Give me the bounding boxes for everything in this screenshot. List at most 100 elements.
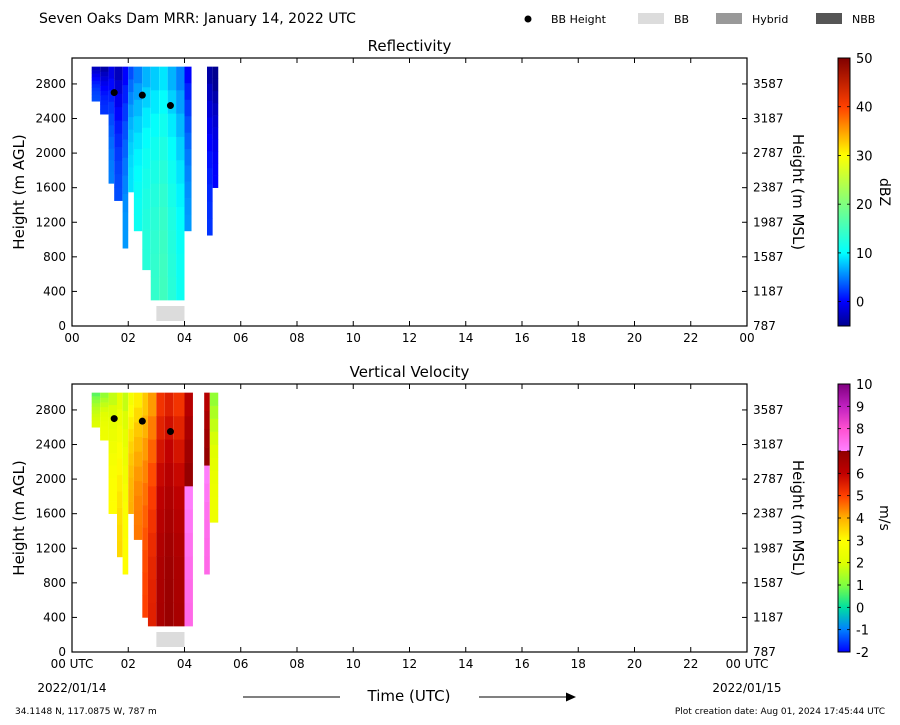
heatmap-cell xyxy=(147,509,157,533)
colorbar-tick-label: 10 xyxy=(856,247,873,262)
x-tick-label: 00 xyxy=(64,331,79,345)
heatmap-cell xyxy=(100,402,109,408)
heatmap-cell xyxy=(204,465,210,484)
y-tick-label: 1600 xyxy=(35,507,66,521)
heatmap-cell xyxy=(100,421,109,427)
heatmap-cell xyxy=(142,415,148,438)
heatmap-cell xyxy=(147,486,157,510)
heatmap-cell xyxy=(117,458,123,476)
heatmap-cell xyxy=(91,94,101,99)
heatmap-cell xyxy=(156,392,165,417)
legend-marker-dot xyxy=(524,15,532,23)
x-tick-label: 20 xyxy=(627,657,642,671)
colorbar-tick-label: 4 xyxy=(856,512,864,527)
heatmap-cell xyxy=(204,447,210,466)
heatmap-cell xyxy=(209,483,219,497)
heatmap-cell xyxy=(122,483,129,502)
heatmap-cell xyxy=(184,66,192,84)
heatmap-cell xyxy=(108,428,117,442)
y-tick-label: 2000 xyxy=(35,472,66,486)
y-right-tick-label: 3187 xyxy=(753,438,784,452)
heatmap-cell xyxy=(184,532,193,557)
heatmap-cell xyxy=(209,418,219,432)
heatmap-cell xyxy=(122,157,129,176)
panel-title: Vertical Velocity xyxy=(350,363,470,381)
heatmap-cell xyxy=(142,86,151,108)
location-text: 34.1148 N, 117.0875 W, 787 m xyxy=(15,707,157,717)
heatmap-cell xyxy=(122,175,129,195)
x-tick-label: 08 xyxy=(289,657,304,671)
heatmap-cell xyxy=(133,495,143,511)
heatmap-cell xyxy=(108,148,115,161)
heatmap-cell xyxy=(204,537,210,557)
heatmap-cell xyxy=(176,113,185,137)
heatmap-cell xyxy=(150,206,160,231)
heatmap-cell xyxy=(133,480,143,496)
colorbar xyxy=(837,57,851,327)
heatmap-cell xyxy=(108,453,117,466)
heatmap-cell xyxy=(167,89,177,114)
heatmap-cell xyxy=(100,90,109,96)
heatmap-cell xyxy=(159,206,168,231)
heatmap-cell xyxy=(150,89,160,114)
y-tick-label: 2400 xyxy=(35,438,66,452)
legend-label: NBB xyxy=(852,13,875,26)
y-tick-label: 2400 xyxy=(35,112,66,126)
colorbar-tick-label: 3 xyxy=(856,534,864,549)
colorbar-label: m/s xyxy=(876,505,892,531)
heatmap-cell xyxy=(184,132,192,150)
y-tick-label: 2800 xyxy=(35,403,66,417)
heatmap-cell xyxy=(114,160,123,175)
heatmap-cell xyxy=(128,141,134,155)
heatmap-cell xyxy=(128,66,134,80)
heatmap-cell xyxy=(159,136,168,161)
x-tick-label: 04 xyxy=(177,657,192,671)
y-right-axis-label: Height (m MSL) xyxy=(789,460,807,576)
heatmap-cell xyxy=(91,406,101,411)
heatmap-cell xyxy=(207,167,213,185)
y-right-tick-label: 1587 xyxy=(753,250,784,264)
heatmap-cell xyxy=(156,486,165,510)
heatmap-cell xyxy=(156,602,165,627)
heatmap-cell xyxy=(142,392,148,416)
y-right-tick-label: 2387 xyxy=(753,507,784,521)
heatmap-cell xyxy=(142,482,148,506)
heatmap-cell xyxy=(209,496,219,510)
heatmap-cell xyxy=(108,89,115,102)
heatmap-cell xyxy=(150,183,160,207)
heatmap-cell xyxy=(108,66,115,79)
heatmap-cell xyxy=(100,430,109,436)
heatmap-cell xyxy=(133,115,143,133)
heatmap-cell xyxy=(133,198,143,215)
heatmap-cell xyxy=(164,579,174,604)
heatmap-cell xyxy=(133,392,143,408)
heatmap-cell xyxy=(122,465,129,484)
heatmap-cell xyxy=(128,91,134,105)
heatmap-cell xyxy=(142,107,151,128)
heatmap-cell xyxy=(100,411,109,417)
heatmap-cell xyxy=(100,71,109,77)
y-tick-label: 1200 xyxy=(35,541,66,555)
heatmap-cell xyxy=(212,175,219,188)
heatmap-cell xyxy=(142,229,151,250)
heatmap-cell xyxy=(184,148,192,166)
heatmap-cell xyxy=(133,524,143,540)
heatmap-cell xyxy=(108,392,117,406)
heatmap-cell xyxy=(167,206,177,231)
y-right-tick-label: 1987 xyxy=(753,541,784,555)
x-tick-label: 10 xyxy=(346,657,361,671)
heatmap-cell xyxy=(164,509,174,533)
heatmap-cell xyxy=(117,524,123,541)
heatmap-cell xyxy=(176,136,185,161)
heatmap-cell xyxy=(91,399,101,404)
right-date: 2022/01/15 xyxy=(712,681,781,695)
y-right-tick-label: 1187 xyxy=(753,610,784,624)
heatmap-cell xyxy=(133,165,143,182)
y-right-tick-label: 1987 xyxy=(753,215,784,229)
heatmap-cell xyxy=(142,527,148,551)
heatmap-cell xyxy=(122,447,129,466)
bb-height-point xyxy=(110,415,118,423)
heatmap-cell xyxy=(147,579,157,604)
heatmap-cell xyxy=(159,276,168,301)
creation-date-text: Plot creation date: Aug 01, 2024 17:45:4… xyxy=(675,707,885,717)
